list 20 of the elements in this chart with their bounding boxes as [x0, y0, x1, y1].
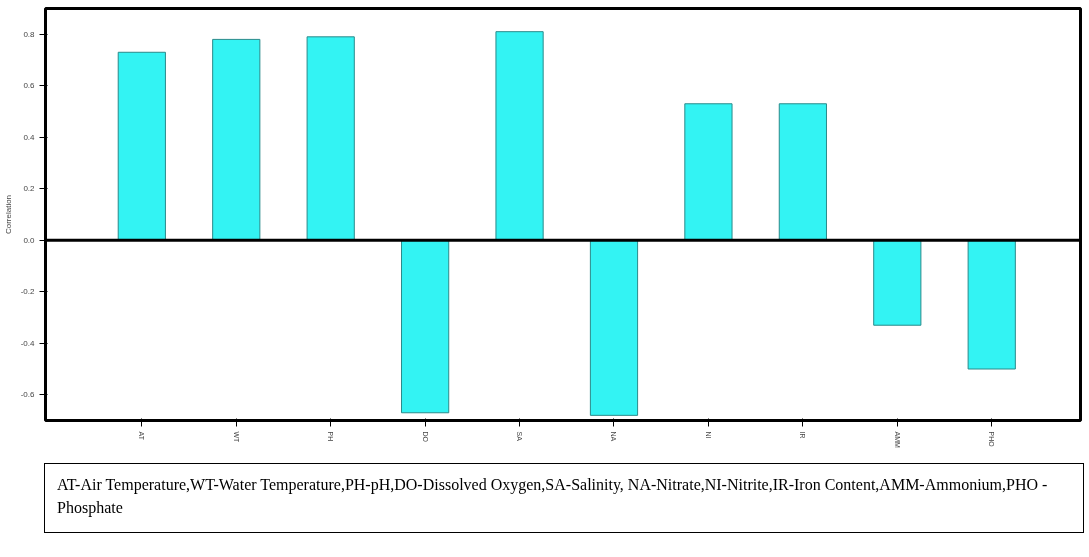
y-axis-title: Correlation — [3, 194, 13, 235]
bar — [306, 36, 355, 241]
y-tick-label: 0.8 — [23, 29, 36, 39]
bar — [967, 239, 1016, 370]
bar — [212, 38, 261, 241]
bar — [778, 103, 827, 241]
bar — [117, 51, 166, 241]
bar — [873, 239, 922, 326]
bar — [589, 239, 639, 416]
text: AT-Air Temperature,WT-Water Temperature,PH-pH,DO-Dissolved Oxygen,SA-Salinity, NA-Nitrate,NI-Nitrite,IR-Iron Content,AMM-Ammonium,PHO -Phosphate — [57, 475, 1049, 519]
bar — [495, 31, 544, 241]
y-tick-label: 0.2 — [23, 184, 36, 194]
y-tick-label: -0.6 — [20, 390, 36, 400]
bar — [684, 103, 733, 241]
y-tick-label: 0.0 — [23, 235, 36, 245]
y-tick-label: -0.2 — [20, 287, 36, 297]
y-tick-label: -0.4 — [20, 338, 36, 348]
y-tick-label: 0.6 — [23, 81, 36, 91]
bar — [401, 239, 450, 414]
y-tick-label: 0.4 — [23, 132, 36, 142]
